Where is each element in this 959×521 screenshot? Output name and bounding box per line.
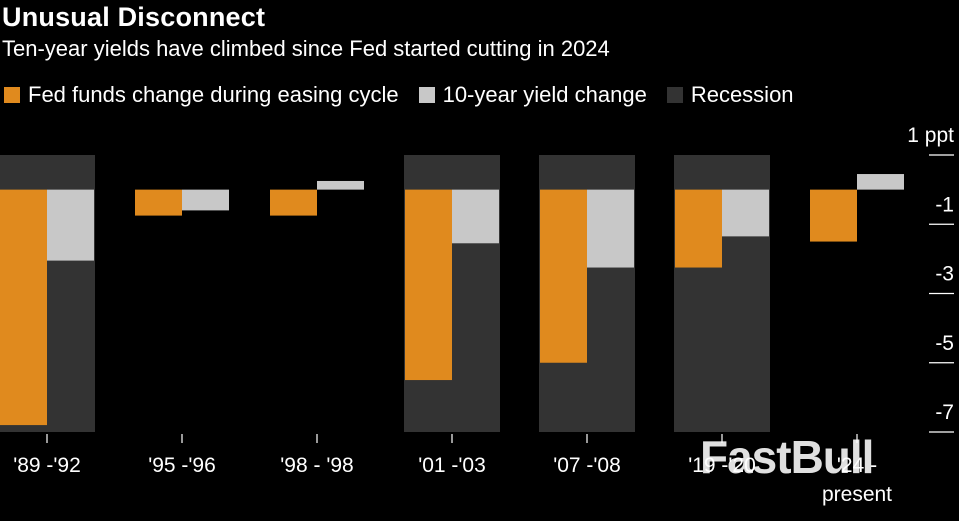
x-tick-label-0: '89 -'92 <box>13 454 81 477</box>
yield-bar-4 <box>587 189 634 268</box>
x-tick-label-3: '01 -'03 <box>418 454 486 477</box>
legend-swatch-fed <box>4 87 20 103</box>
chart-title: Unusual Disconnect <box>2 2 266 32</box>
legend-label-yield: 10-year yield change <box>442 82 647 107</box>
fed-bar-4 <box>540 189 587 363</box>
legend-item-yield: 10-year yield change <box>418 82 647 108</box>
x-tick-label-5: '19 -'20 <box>688 454 756 477</box>
legend-swatch-recession <box>666 87 683 103</box>
watermark-logo: FastBull <box>700 431 874 483</box>
fed-bar-2 <box>270 189 317 216</box>
x-tick-label-4: '07 -'08 <box>553 454 621 477</box>
yield-bar-3 <box>452 189 499 244</box>
fed-bar-0 <box>0 189 47 426</box>
yield-bar-6 <box>857 174 904 190</box>
legend-swatch-yield <box>418 87 435 103</box>
yield-bar-1 <box>182 189 229 211</box>
x-tick-label-present: present <box>822 483 892 506</box>
x-tick-label-1: '95 -'96 <box>148 454 216 477</box>
y-tick-label-4: -7 <box>935 401 954 424</box>
fed-bar-3 <box>405 189 452 381</box>
legend-label-recession: Recession <box>690 82 794 107</box>
y-tick-label-3: -5 <box>935 332 954 355</box>
yield-bar-5 <box>722 189 769 237</box>
yield-bar-0 <box>47 189 94 261</box>
x-tick-label-2: '98 - '98 <box>280 454 353 477</box>
fed-bar-1 <box>135 189 182 216</box>
y-tick-label-1: -1 <box>935 193 954 216</box>
chart-legend: Fed funds change during easing cycle 10-… <box>4 82 814 108</box>
chart-subtitle: Ten-year yields have climbed since Fed s… <box>2 36 610 61</box>
legend-label-fed: Fed funds change during easing cycle <box>28 82 399 107</box>
y-tick-label-2: -3 <box>935 263 954 286</box>
yield-bar-2 <box>317 180 364 190</box>
y-tick-label-0: 1 ppt <box>907 124 954 147</box>
fed-bar-5 <box>675 189 722 268</box>
legend-item-recession: Recession <box>666 82 794 108</box>
x-tick-label-6: '24 - <box>837 454 877 477</box>
legend-item-fed: Fed funds change during easing cycle <box>4 82 399 108</box>
fed-bar-6 <box>810 189 857 242</box>
